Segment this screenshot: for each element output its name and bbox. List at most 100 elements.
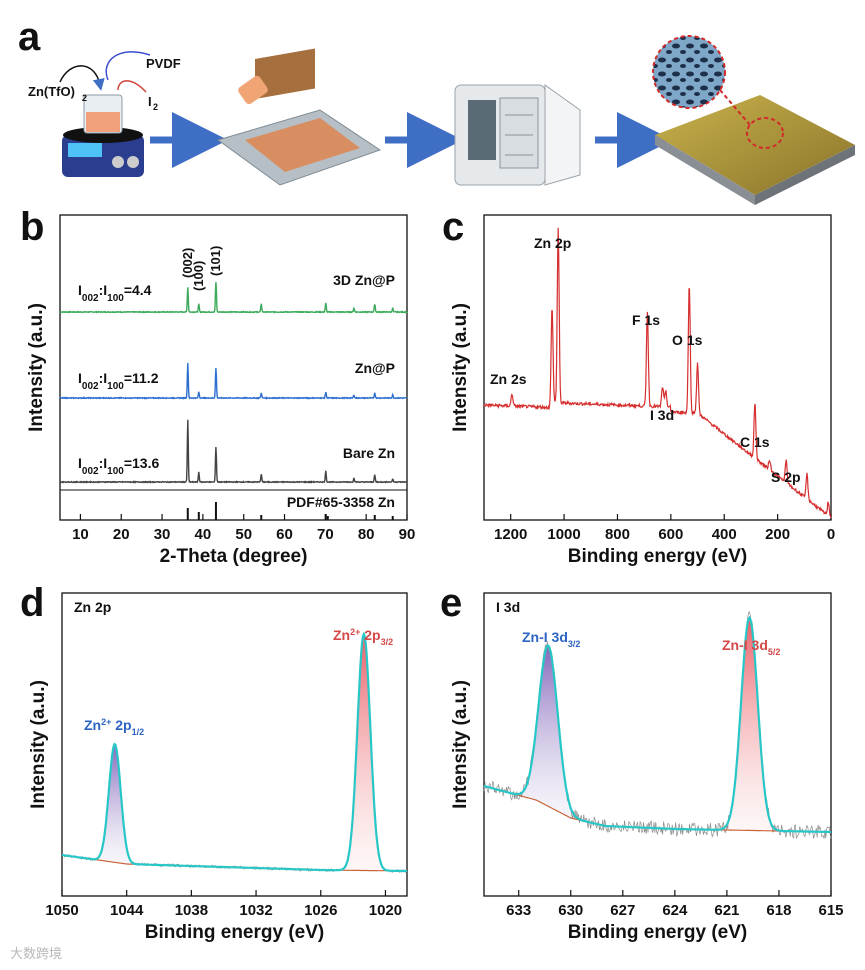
zn2p-y-axis-label: Intensity (a.u.) [28,680,49,809]
i3d-peak-label: Zn-I 3d5/2 [722,637,780,657]
zn2p-peak-label-sup: 2+ [350,627,360,637]
xrd-ratio-part: 100 [107,466,124,477]
zn2p-peak-label-orbital: 2p [360,627,380,643]
xrd-x-tick-label: 10 [72,526,89,543]
xrd-y-axis-label: Intensity (a.u.) [26,303,47,432]
reagent-zn-label: Zn(TfO) 2 [28,84,87,103]
panel-label-d: d [20,581,44,625]
i3d-x-tick-label: 621 [714,902,739,919]
zn2p-plot-frame [61,592,408,897]
xrd-x-axis-label: 2-Theta (degree) [160,546,308,567]
xrd-ratio-part: =11.2 [124,370,159,386]
xrd-ratio-part: 002 [82,466,99,477]
i3d-x-tick-label: 615 [818,902,843,919]
hotplate-stirrer [62,94,144,177]
xps-survey-chart: 1200 1000 800 600 400 200 0 Binding energy (eV)… [450,214,835,567]
i3d-x-tick-label: 633 [506,902,531,919]
panel-label-e: e [440,581,462,625]
survey-x-tick-label: 400 [712,526,737,543]
survey-peak-annotation: I 3d [650,407,674,423]
xrd-chart: 10 20 30 40 50 60 70 80 90 2-Theta (degree) Intens… [26,214,415,567]
drying-oven [454,84,581,186]
reagent-zn: Zn(TfO) [28,84,75,99]
xrd-ratio-label: I002:I100=11.2 [78,370,159,392]
xrd-ratio-part: =4.4 [124,282,152,298]
zn2p-x-tick-label: 1038 [175,902,208,919]
panel-label-b: b [20,205,44,249]
doctor-blade-casting [216,48,382,186]
survey-x-tick-label: 200 [765,526,790,543]
zn2p-peak-fill [338,634,390,871]
i3d-x-tick-label: 630 [558,902,583,919]
xrd-x-tick-label: 30 [154,526,171,543]
xrd-ratio-part: =13.6 [124,455,160,471]
xrd-x-tick-label: 40 [195,526,212,543]
xrd-series-3D Zn@P [59,282,408,314]
xps-i3d-chart: 633 630 627 624 621 618 615 Binding energy (eV)… [450,592,844,943]
xrd-legend-label: 3D Zn@P [333,272,395,288]
reagent-i2-label: I 2 [148,94,158,112]
zn2p-fit-envelope-line [61,631,407,873]
panel-label-a: a [18,15,41,59]
survey-peak-annotation: F 1s [632,312,660,328]
xrd-ratio-part: I [78,455,82,471]
zn2p-peak-label-orbital: 2p [111,717,131,733]
xrd-plot-frame [59,214,408,521]
xrd-ratio-part: :I [99,282,108,298]
survey-spectrum-line [483,227,832,519]
xrd-ratio-label: I002:I100=4.4 [78,282,152,304]
zn2p-peak-label: Zn2+ 2p1/2 [84,717,144,737]
zn-anode-3d-coating [652,35,855,205]
survey-x-tick-label: 1000 [547,526,580,543]
zn2p-peak-label: Zn2+ 2p3/2 [333,627,393,647]
xps-zn2p-chart: 1050 1044 1038 1032 1026 1020 Binding energy (… [28,592,408,943]
i3d-y-axis-label: Intensity (a.u.) [450,680,471,809]
i3d-title: I 3d [496,599,520,615]
zn2p-peak-label-main: Zn [333,627,350,643]
xrd-legend-label: Zn@P [355,360,395,376]
zn2p-x-tick-label: 1050 [45,902,78,919]
i3d-x-tick-label: 627 [610,902,635,919]
survey-peak-annotation: Zn 2s [490,371,527,387]
xrd-series-Bare Zn [59,419,408,484]
xrd-x-tick-label: 50 [235,526,252,543]
arrow-zn-icon [59,65,105,91]
xrd-ratio-part: I [78,370,82,386]
i3d-peak-label-sub: 5/2 [768,647,781,657]
i3d-x-tick-label: 618 [766,902,791,919]
xrd-ratio-label: I002:I100=13.6 [78,455,159,477]
xrd-ratio-part: :I [99,455,108,471]
zn2p-peak-fill [91,744,139,865]
zn2p-x-tick-label: 1032 [239,902,272,919]
survey-y-axis-label: Intensity (a.u.) [450,303,471,432]
xrd-peak-label: (100) [191,261,206,291]
zn2p-peak-label-sup: 2+ [101,717,111,727]
xrd-reference-label: PDF#65-3358 Zn [287,494,395,510]
panel-label-c: c [442,205,464,249]
i3d-peak-fill [510,645,587,822]
xrd-x-tick-label: 70 [317,526,334,543]
xrd-x-tick-label: 20 [113,526,130,543]
zn2p-peak-label-main: Zn [84,717,101,733]
watermark-text: 大数跨境 [10,947,62,962]
reagent-i: I [148,94,152,109]
survey-peak-annotation: C 1s [740,434,770,450]
zn2p-title: Zn 2p [74,599,111,615]
i3d-x-tick-label: 624 [662,902,688,919]
xrd-series-Zn@P [59,362,408,400]
survey-peak-annotation: O 1s [672,332,703,348]
survey-peak-annotation: S 2p [771,469,801,485]
xrd-peak-label: (101) [208,246,223,276]
xrd-peak-label: (002) [180,248,195,278]
zn2p-x-tick-label: 1044 [110,902,144,919]
i3d-peak-label-main: Zn-I 3d [722,637,768,653]
arrow-pvdf-icon [105,51,151,81]
reagent-i-subscript: 2 [153,102,158,112]
i3d-peak-label-sub: 3/2 [568,639,581,649]
xrd-x-tick-label: 60 [276,526,293,543]
zn2p-x-axis-label: Binding energy (eV) [145,922,324,943]
xrd-ratio-part: 100 [107,293,124,304]
xrd-ratio-part: 002 [82,381,99,392]
xrd-ratio-part: :I [99,370,108,386]
